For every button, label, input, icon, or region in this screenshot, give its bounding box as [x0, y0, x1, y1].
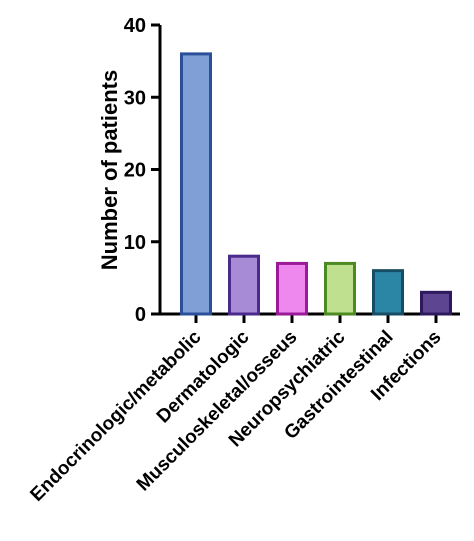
y-tick-label: 0: [135, 304, 146, 326]
bar-gastrointestinal: [372, 269, 404, 316]
bar-musculoskeletal-osseus: [276, 261, 308, 316]
y-axis: 0 10 20 30 40: [124, 15, 162, 326]
y-tick-label: 10: [124, 232, 146, 254]
y-axis-title: Number of patients: [97, 70, 122, 270]
y-tick-label: 30: [124, 87, 146, 109]
category-labels: Endocrinologic/metabolicDermatologicMusc…: [26, 326, 445, 505]
bar-dermatologic: [228, 254, 260, 316]
bar-infections: [420, 290, 452, 316]
y-tick-label: 20: [124, 160, 146, 182]
bar-endocrinologic-metabolic: [180, 52, 212, 316]
bars: [180, 52, 452, 316]
bar-neuropsychiatric: [324, 261, 356, 316]
y-tick-label: 40: [124, 15, 146, 37]
